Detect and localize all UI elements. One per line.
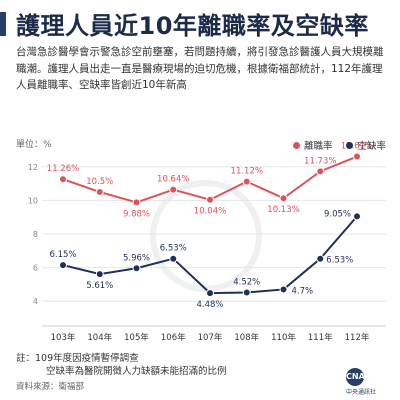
unit-label: 單位：% xyxy=(16,140,52,150)
chart-legend: 離職率 空缺率 xyxy=(292,138,386,152)
footnote-1: 註：109年度因疫情暫停調查 xyxy=(16,353,139,364)
data-point-vacancy xyxy=(353,212,361,221)
y-tick-label: 6 xyxy=(33,264,38,273)
data-point-vacancy xyxy=(242,288,251,297)
x-tick-label: 112年 xyxy=(345,332,370,343)
legend-dot-turnover xyxy=(292,141,300,149)
x-tick-label: 104年 xyxy=(87,332,112,343)
legend-label-vacancy: 空缺率 xyxy=(357,141,386,152)
data-label-vacancy: 9.05% xyxy=(324,209,351,219)
source-note: 資料來源：衛福部 xyxy=(16,382,85,392)
intro-paragraph: 台灣急診醫學會示警急診空前壅塞，若問題持續，將引發急診醫護人員大規模離職潮。護理… xyxy=(16,46,384,91)
data-point-turnover xyxy=(242,177,251,186)
data-label-turnover: 10.04% xyxy=(194,207,226,217)
x-tick-label: 106年 xyxy=(161,332,186,343)
data-label-vacancy: 5.96% xyxy=(123,253,150,263)
footnote-2: 空缺率為醫院開徵人力缺額未能招滿的比例 xyxy=(46,366,227,377)
legend-dot-vacancy xyxy=(346,141,354,149)
data-point-vacancy xyxy=(132,264,141,273)
cna-logo: CNA 中央通訊社 xyxy=(346,368,386,396)
data-point-turnover xyxy=(353,152,361,161)
data-label-vacancy: 6.53% xyxy=(326,256,353,266)
data-label-vacancy: 5.61% xyxy=(86,281,113,291)
y-tick-label: 12 xyxy=(28,163,38,172)
title-banner: 護理人員近10年離職率及空缺率 xyxy=(0,0,400,42)
data-label-turnover: 10.13% xyxy=(267,205,299,215)
y-tick-label: 8 xyxy=(33,230,38,239)
data-label-vacancy: 4.52% xyxy=(233,277,260,287)
x-tick-label: 103年 xyxy=(51,332,76,343)
data-point-vacancy xyxy=(169,254,178,263)
footnotes: 註：109年度因疫情暫停調查 空缺率為醫院開徵人力缺額未能招滿的比例 xyxy=(16,352,227,378)
title-accent-bar xyxy=(0,12,6,36)
data-point-vacancy xyxy=(316,254,325,263)
x-tick-label: 111年 xyxy=(308,332,333,343)
data-point-turnover xyxy=(279,194,288,203)
cna-logo-name: 中央通訊社 xyxy=(346,389,377,396)
legend-item-vacancy: 空缺率 xyxy=(346,138,386,152)
data-label-turnover: 11.26% xyxy=(47,164,79,174)
data-label-turnover: 11.12% xyxy=(231,167,263,177)
data-label-turnover: 11.73% xyxy=(304,156,336,166)
data-label-turnover: 12.61% xyxy=(341,142,373,152)
y-tick-label: 4 xyxy=(33,297,38,306)
x-tick-label: 108年 xyxy=(234,332,259,343)
x-tick-label: 110年 xyxy=(271,332,296,343)
data-label-turnover: 9.88% xyxy=(123,209,150,219)
data-point-turnover xyxy=(132,198,141,207)
data-label-vacancy: 4.7% xyxy=(292,286,314,296)
data-point-vacancy xyxy=(95,270,104,279)
data-point-vacancy xyxy=(279,285,288,294)
legend-label-turnover: 離職率 xyxy=(303,141,333,152)
data-point-vacancy xyxy=(59,261,67,270)
data-point-turnover xyxy=(95,188,104,196)
data-label-turnover: 10.64% xyxy=(157,175,189,185)
y-tick-label: 10 xyxy=(28,196,38,205)
data-point-turnover xyxy=(169,185,178,194)
data-label-vacancy: 6.53% xyxy=(160,244,187,254)
data-label-turnover: 10.5% xyxy=(86,177,113,187)
cna-logo-mark: CNA xyxy=(346,368,365,386)
data-point-vacancy xyxy=(206,289,214,298)
data-point-turnover xyxy=(316,167,325,176)
x-tick-label: 105年 xyxy=(124,332,149,343)
data-label-vacancy: 6.15% xyxy=(49,250,76,260)
data-label-vacancy: 4.48% xyxy=(196,300,223,310)
x-tick-label: 107年 xyxy=(198,332,223,343)
data-point-turnover xyxy=(59,175,67,184)
data-point-turnover xyxy=(206,195,214,204)
legend-item-turnover: 離職率 xyxy=(292,138,333,152)
page-title: 護理人員近10年離職率及空缺率 xyxy=(16,12,369,40)
